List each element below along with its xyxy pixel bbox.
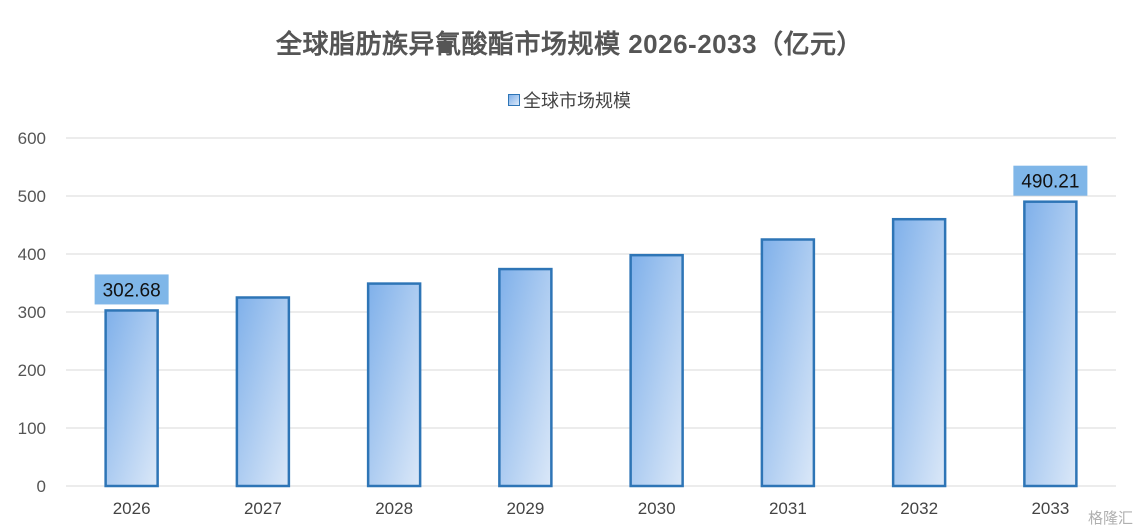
y-tick-label: 0	[37, 477, 46, 496]
bar-2033	[1023, 200, 1078, 488]
legend: 全球市场规模	[0, 87, 1139, 113]
chart-title: 全球脂肪族异氰酸酯市场规模 2026-2033（亿元）	[275, 29, 864, 59]
bar-2032	[891, 217, 947, 488]
data-label-box	[1013, 165, 1088, 196]
bar-2031	[760, 238, 816, 488]
y-tick-label: 200	[18, 361, 46, 380]
data-labels: 302.68 490.21	[94, 165, 1088, 305]
y-tick-label: 100	[18, 419, 46, 438]
x-tick-label: 2032	[900, 499, 938, 518]
y-tick-label: 500	[18, 187, 46, 206]
legend-swatch	[508, 94, 520, 107]
bars	[104, 200, 1078, 488]
x-tick-label: 2030	[638, 499, 676, 518]
bar-2028	[366, 282, 422, 488]
watermark-logo: 格隆汇	[1087, 510, 1133, 527]
bar-2027	[235, 296, 291, 488]
y-axis: 0 100 200 300 400 500 600	[18, 129, 46, 496]
legend-label: 全球市场规模	[523, 91, 631, 111]
data-label-2026: 302.68	[103, 280, 161, 301]
x-tick-label: 2029	[506, 499, 544, 518]
x-tick-label: 2028	[375, 499, 413, 518]
data-label-box	[94, 274, 169, 305]
gridlines	[66, 137, 1116, 487]
x-tick-label: 2026	[113, 499, 151, 518]
x-axis: 2026 2027 2028 2029 2030 2031 2032 2033	[113, 499, 1070, 518]
bar-2029	[498, 267, 553, 488]
x-tick-label: 2027	[244, 499, 282, 518]
x-tick-label: 2031	[769, 499, 807, 518]
data-label-2033: 490.21	[1021, 172, 1079, 193]
y-tick-label: 600	[18, 129, 46, 148]
y-tick-label: 400	[18, 245, 46, 264]
y-tick-label: 300	[18, 303, 46, 322]
bar-2026	[104, 309, 159, 488]
x-tick-label: 2033	[1031, 499, 1069, 518]
bar-2030	[629, 253, 684, 488]
